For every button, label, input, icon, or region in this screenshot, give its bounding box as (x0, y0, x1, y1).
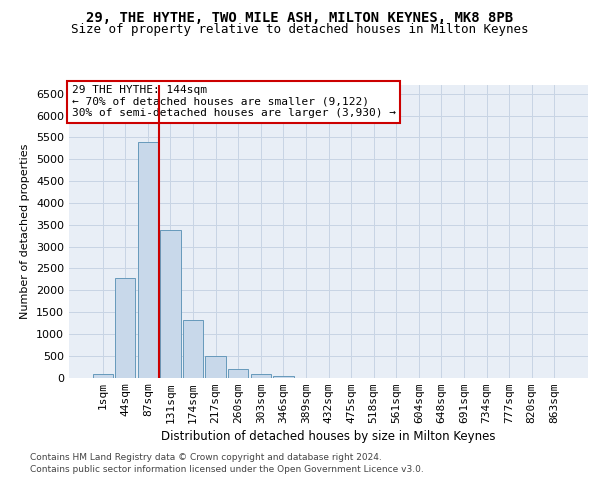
Bar (183, 320, 203, 378)
X-axis label: Distribution of detached houses by size in Milton Keynes: Distribution of detached houses by size … (161, 430, 496, 443)
Text: Contains HM Land Registry data © Crown copyright and database right 2024.: Contains HM Land Registry data © Crown c… (30, 452, 382, 462)
Bar (138, 142, 158, 378)
Bar (228, 370, 248, 378)
Bar (251, 374, 271, 378)
Bar (205, 356, 226, 378)
Bar (115, 278, 136, 378)
Bar (92, 374, 113, 378)
Text: Size of property relative to detached houses in Milton Keynes: Size of property relative to detached ho… (71, 24, 529, 36)
Text: Contains public sector information licensed under the Open Government Licence v3: Contains public sector information licen… (30, 465, 424, 474)
Bar (160, 230, 181, 378)
Text: 29 THE HYTHE: 144sqm
← 70% of detached houses are smaller (9,122)
30% of semi-de: 29 THE HYTHE: 144sqm ← 70% of detached h… (71, 85, 395, 118)
Bar (273, 376, 293, 378)
Text: 29, THE HYTHE, TWO MILE ASH, MILTON KEYNES, MK8 8PB: 29, THE HYTHE, TWO MILE ASH, MILTON KEYN… (86, 11, 514, 25)
Y-axis label: Number of detached properties: Number of detached properties (20, 144, 31, 319)
